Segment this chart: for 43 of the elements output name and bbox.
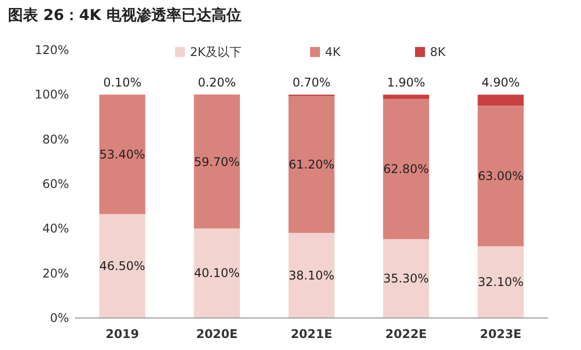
bar (478, 94, 524, 106)
data-label: 40.10% (194, 266, 240, 280)
legend-label: 4K (325, 45, 342, 59)
legend-label: 2K及以下 (190, 45, 242, 59)
data-label: 61.20% (288, 158, 334, 172)
bar (383, 94, 430, 99)
y-tick-label: 40% (42, 222, 69, 236)
x-tick-label: 2023E (480, 327, 522, 341)
legend-label: 8K (430, 45, 447, 59)
bar (288, 96, 334, 233)
bar (99, 214, 146, 318)
x-tick-label: 2022E (385, 327, 427, 341)
bar (478, 246, 524, 318)
data-label: 1.90% (387, 76, 426, 90)
data-label: 63.00% (478, 168, 524, 183)
chart-title: 图表 26：4K 电视渗透率已达高位 (8, 6, 242, 24)
data-label: 38.10% (288, 268, 334, 282)
y-tick-label: 100% (34, 88, 69, 102)
data-label: 0.70% (292, 76, 331, 90)
bar (383, 98, 430, 240)
data-label: 32.10% (478, 275, 524, 290)
bar (194, 95, 240, 228)
data-label: 35.30% (383, 272, 429, 286)
bar (99, 94, 146, 214)
data-label: 53.40% (99, 148, 146, 162)
data-label: 62.80% (383, 162, 429, 176)
bar (383, 239, 430, 318)
y-tick-label: 60% (42, 177, 69, 191)
y-tick-label: 120% (34, 43, 69, 57)
x-tick-label: 2020E (196, 327, 238, 341)
data-label: 0.10% (103, 76, 142, 90)
x-tick-label: 2021E (290, 327, 332, 341)
y-tick-label: 20% (42, 266, 69, 280)
data-label: 46.50% (99, 259, 146, 274)
bar (478, 106, 524, 246)
y-tick-label: 0% (50, 311, 69, 325)
y-tick-label: 80% (42, 132, 69, 146)
data-label: 0.20% (198, 76, 236, 90)
bar (194, 228, 240, 318)
x-tick-label: 2019 (106, 327, 140, 341)
bar (288, 232, 334, 318)
data-label: 4.90% (482, 76, 520, 90)
data-label: 59.70% (194, 154, 240, 169)
